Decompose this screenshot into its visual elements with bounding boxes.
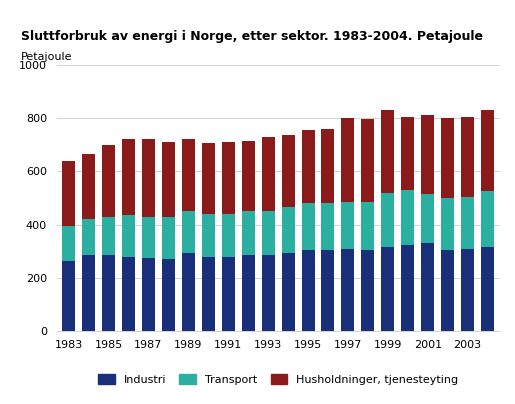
Bar — [82, 255, 95, 331]
Bar — [302, 130, 315, 203]
Bar — [362, 250, 374, 331]
Bar — [262, 137, 274, 211]
Bar — [381, 110, 394, 193]
Bar — [142, 258, 155, 331]
Bar — [341, 248, 354, 331]
Bar — [62, 226, 75, 261]
Bar — [362, 119, 374, 202]
Bar — [162, 142, 175, 217]
Bar — [222, 214, 235, 257]
Bar — [202, 257, 215, 331]
Text: Sluttforbruk av energi i Norge, etter sektor. 1983-2004. Petajoule: Sluttforbruk av energi i Norge, etter se… — [21, 29, 483, 43]
Bar — [461, 197, 474, 248]
Bar — [242, 141, 254, 211]
Bar — [282, 135, 295, 207]
Bar — [222, 142, 235, 214]
Bar — [102, 145, 115, 217]
Bar — [262, 211, 274, 255]
Bar — [401, 190, 414, 244]
Bar — [302, 250, 315, 331]
Bar — [62, 161, 75, 226]
Legend: Industri, Transport, Husholdninger, tjenesteyting: Industri, Transport, Husholdninger, tjen… — [98, 374, 458, 385]
Bar — [102, 217, 115, 255]
Bar — [202, 143, 215, 214]
Bar — [102, 255, 115, 331]
Bar — [242, 211, 254, 255]
Bar — [262, 255, 274, 331]
Bar — [401, 117, 414, 190]
Bar — [182, 252, 195, 331]
Bar — [122, 215, 135, 257]
Bar — [282, 252, 295, 331]
Bar — [341, 118, 354, 202]
Bar — [481, 191, 494, 247]
Bar — [222, 257, 235, 331]
Bar — [202, 214, 215, 257]
Bar — [421, 115, 434, 194]
Bar — [242, 255, 254, 331]
Bar — [162, 259, 175, 331]
Bar — [282, 207, 295, 252]
Bar — [162, 217, 175, 259]
Bar — [182, 211, 195, 252]
Bar — [421, 243, 434, 331]
Bar — [142, 139, 155, 217]
Bar — [341, 202, 354, 248]
Bar — [82, 154, 95, 219]
Bar — [381, 193, 394, 247]
Bar — [441, 198, 454, 250]
Bar — [381, 247, 394, 331]
Bar — [122, 139, 135, 215]
Bar — [321, 250, 334, 331]
Bar — [401, 244, 414, 331]
Text: Petajoule: Petajoule — [21, 52, 73, 62]
Bar — [321, 203, 334, 250]
Bar — [461, 117, 474, 197]
Bar — [461, 248, 474, 331]
Bar — [302, 203, 315, 250]
Bar — [362, 202, 374, 250]
Bar — [142, 217, 155, 258]
Bar — [441, 118, 454, 198]
Bar — [481, 110, 494, 191]
Bar — [122, 257, 135, 331]
Bar — [421, 194, 434, 243]
Bar — [441, 250, 454, 331]
Bar — [321, 128, 334, 203]
Bar — [62, 261, 75, 331]
Bar — [182, 139, 195, 211]
Bar — [481, 247, 494, 331]
Bar — [82, 219, 95, 255]
